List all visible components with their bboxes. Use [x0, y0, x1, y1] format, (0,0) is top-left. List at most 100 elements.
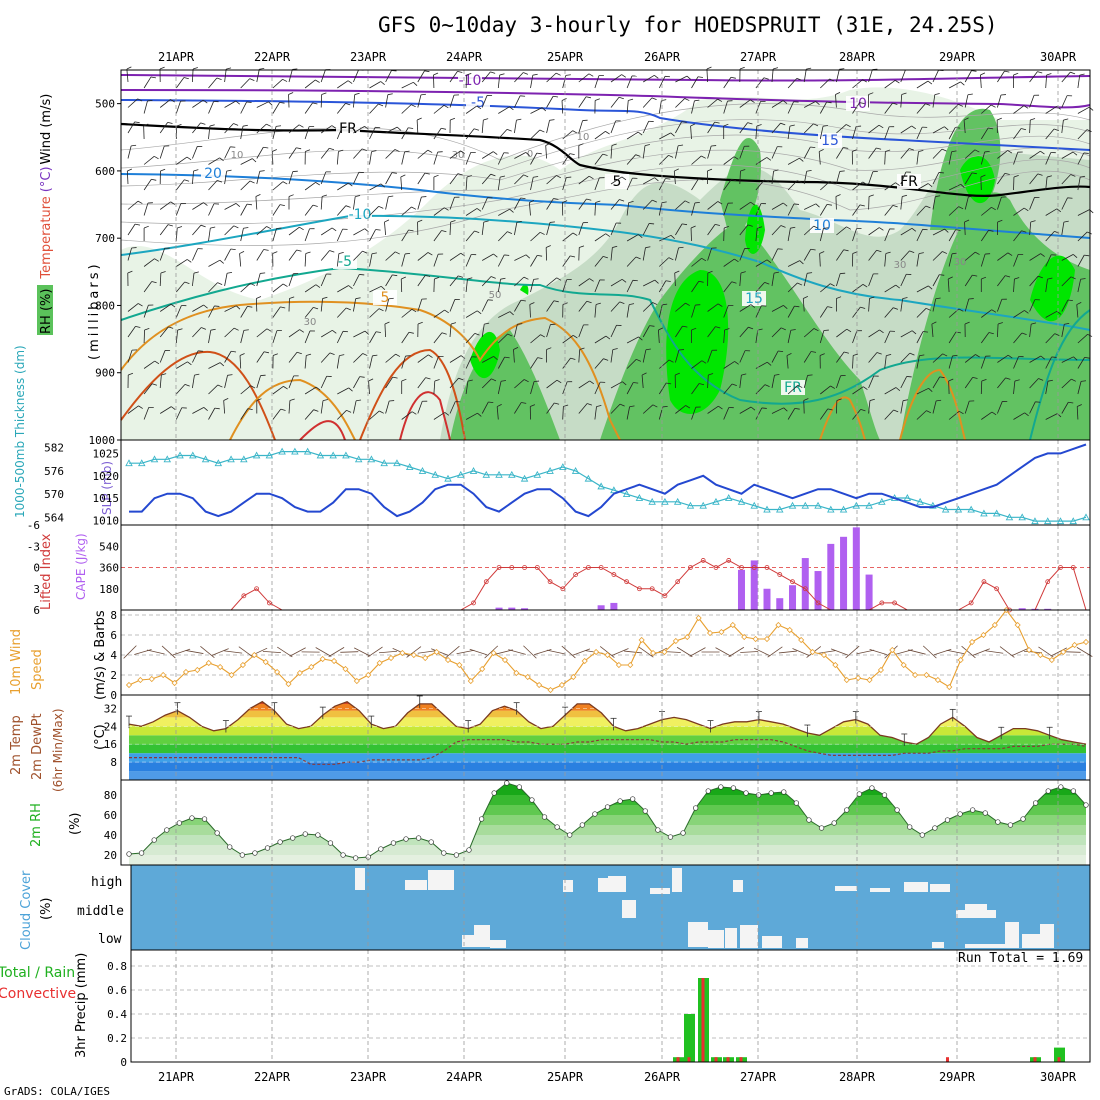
wind-barb: [304, 307, 314, 318]
wind-barb: [369, 183, 382, 191]
wind-barb: [497, 75, 501, 89]
cape-bar: [521, 608, 529, 610]
wind-barb: [546, 379, 558, 389]
wind-barb-flag: [143, 225, 149, 229]
wind-barb: [594, 233, 606, 242]
wind-barb: [562, 153, 571, 165]
wind-barb: [691, 258, 702, 267]
wind-barb-flag: [836, 296, 842, 299]
wind-barb-flag: [741, 373, 747, 376]
wind-barb-flag: [184, 383, 190, 387]
lifted-index-point: [547, 579, 553, 585]
wind-barb: [449, 150, 461, 159]
wind-barb-flag: [556, 277, 562, 281]
wind-barb: [288, 147, 297, 159]
wind-barb: [159, 350, 166, 363]
cloud-ylabel-2: (%): [39, 898, 54, 921]
wind-barb: [675, 247, 679, 261]
wind10m-barb: [161, 645, 176, 659]
wind-barb: [385, 149, 396, 159]
wind-barb: [562, 335, 574, 344]
wind-barb-flag: [1080, 380, 1087, 382]
wind-barb-flag: [168, 326, 174, 329]
wind10m-barb: [484, 645, 499, 659]
cape-bar: [814, 571, 822, 610]
wind-barb-flag: [843, 249, 849, 252]
rh-point: [642, 808, 648, 814]
rh-point: [529, 797, 535, 803]
wind-barb-flag: [329, 352, 335, 355]
wind-barb-flag: [533, 278, 539, 280]
precip-ytick-label: 0: [120, 1056, 127, 1069]
thickness-ytick-label: 570: [44, 488, 64, 501]
wind-barb: [707, 224, 716, 236]
wind-barb-flag: [780, 225, 786, 228]
wind-barb: [820, 78, 830, 89]
wind-barb-flag: [545, 143, 551, 146]
cloud-block: [474, 925, 490, 947]
wind-barb-flag: [214, 305, 220, 307]
wind-barb: [626, 154, 636, 165]
wind-barb: [803, 69, 807, 83]
wind-barb-flag: [516, 220, 522, 223]
wind-barb: [449, 173, 459, 185]
wind-barb: [755, 203, 762, 216]
wind-barb: [465, 128, 475, 140]
wind-barb-flag: [154, 258, 159, 262]
precip-label-total: Total / Rain: [0, 965, 75, 981]
wind-barb: [401, 229, 409, 242]
rh-point: [755, 792, 762, 798]
wind-barb-flag: [396, 126, 402, 131]
wind-barb: [224, 100, 237, 108]
rh-point: [768, 790, 774, 796]
wind-barb: [691, 280, 700, 293]
thickness-point: [763, 505, 771, 513]
isotherm-contour: [120, 122, 1091, 197]
lifted-index-point: [496, 565, 502, 570]
wind-barb: [256, 328, 268, 338]
cape-bar: [508, 607, 516, 610]
wind-barb: [1013, 332, 1023, 344]
wind-barb-flag: [554, 402, 560, 405]
wind10m-point: [798, 636, 805, 644]
wind-barb-flag: [895, 284, 900, 289]
wind-barb: [127, 200, 139, 210]
wind-barb: [755, 384, 766, 395]
wind-barb: [530, 152, 538, 165]
wind-barb: [240, 228, 244, 242]
wind-barb: [836, 124, 847, 134]
wind-barb-flag: [384, 321, 390, 325]
wind10m-point: [775, 621, 782, 629]
wind-barb: [980, 253, 986, 267]
contour-label-bg: [373, 290, 397, 305]
wind-barb: [176, 156, 188, 165]
wind-barb-flag: [444, 309, 449, 314]
slp-ylabel: SLP (mb): [100, 461, 114, 515]
wind-barb: [256, 351, 265, 363]
wind-barb: [224, 171, 228, 185]
rh2m-unit: (%): [68, 813, 83, 836]
wind-barb: [932, 251, 943, 261]
isotherm-label: 10: [849, 96, 867, 112]
wind-barb-flag: [186, 156, 192, 161]
wind-barb: [642, 325, 650, 338]
wind-barb-flag: [668, 154, 674, 158]
wind-barb-flag: [572, 130, 578, 134]
wind-barb-flag: [532, 73, 538, 76]
wind-barb-flag: [839, 170, 845, 172]
wind-barb: [482, 253, 494, 261]
wind-barb-flag: [948, 276, 953, 280]
wind-barb-flag: [521, 402, 527, 404]
wind-barb: [963, 120, 966, 134]
precip-convective-bar: [946, 1057, 949, 1062]
wind-barb: [417, 377, 426, 389]
thickness-point: [342, 451, 350, 459]
wind-barb-flag: [595, 302, 601, 305]
wind-barb-flag: [556, 175, 562, 179]
wind10m-point: [752, 635, 759, 643]
wind-barb-flag: [167, 224, 173, 227]
wind-barb-flag: [960, 184, 965, 188]
wind10m-point: [410, 651, 417, 659]
wind-barb: [143, 178, 152, 191]
wind-barb-flag: [690, 225, 696, 229]
